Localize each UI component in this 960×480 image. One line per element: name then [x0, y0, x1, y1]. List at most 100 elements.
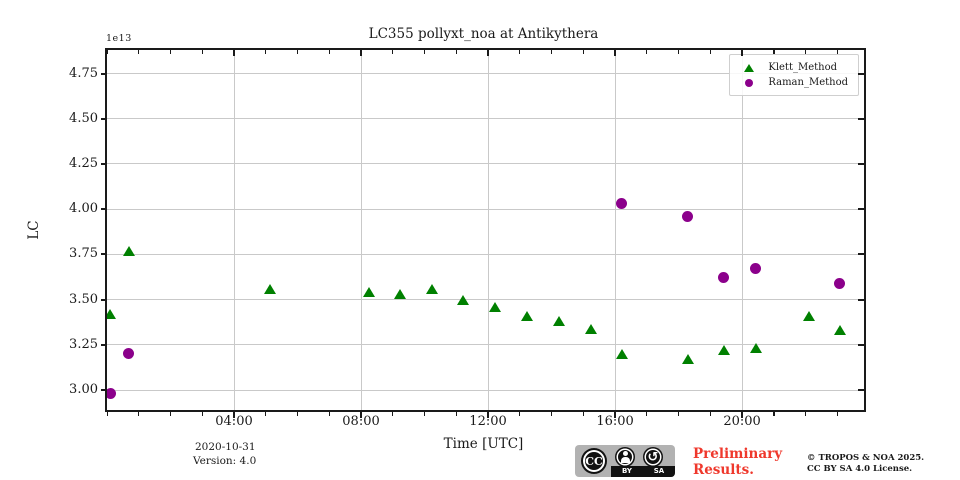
x-top-minor-tick — [138, 50, 140, 54]
x-top-minor-tick — [773, 50, 775, 54]
klett-marker — [803, 310, 816, 321]
raman-marker — [718, 272, 730, 284]
person-glyph — [620, 451, 630, 463]
x-major-tick — [360, 412, 363, 418]
y-major-tick — [101, 162, 107, 165]
x-minor-tick — [297, 412, 299, 416]
x-top-minor-tick — [201, 50, 203, 54]
legend-entry: Klett_Method — [738, 60, 848, 75]
x-top-minor-tick — [646, 50, 648, 54]
x-gridline — [487, 50, 489, 410]
raman-marker — [749, 263, 761, 275]
x-top-minor-tick — [551, 50, 553, 54]
klett-marker — [107, 309, 116, 320]
legend-marker-shape — [744, 63, 755, 72]
x-minor-tick — [170, 412, 172, 416]
x-tick-label: 16:00 — [596, 414, 634, 429]
x-tick-label: 20:00 — [723, 414, 761, 429]
klett-marker — [749, 343, 762, 354]
klett-marker — [717, 345, 730, 356]
x-minor-tick — [678, 412, 680, 416]
x-minor-tick — [805, 412, 807, 416]
badge-strip: BY SA — [611, 466, 675, 477]
raman-marker — [123, 348, 135, 360]
x-gridline — [741, 50, 743, 410]
cc-icon: CC — [581, 448, 607, 474]
y-gridline — [107, 118, 864, 120]
sa-label: SA — [653, 467, 665, 475]
x-top-minor-tick — [805, 50, 807, 54]
x-minor-tick — [519, 412, 521, 416]
x-top-tick — [741, 50, 744, 56]
by-person-icon — [615, 447, 635, 467]
date-text: 2020-10-31 — [195, 441, 256, 453]
x-gridline — [233, 50, 235, 410]
x-minor-tick — [551, 412, 553, 416]
x-top-minor-tick — [678, 50, 680, 54]
y-right-tick — [858, 253, 864, 256]
x-minor-tick — [201, 412, 203, 416]
klett-marker — [616, 348, 629, 359]
x-minor-tick — [836, 412, 838, 416]
legend-label: Klett_Method — [768, 62, 838, 73]
y-right-tick — [858, 343, 864, 346]
x-minor-tick — [392, 412, 394, 416]
klett-marker — [363, 287, 376, 298]
markers-layer — [107, 50, 864, 410]
y-right-tick — [858, 162, 864, 165]
x-gridline — [614, 50, 616, 410]
x-minor-tick — [455, 412, 457, 416]
klett-marker — [521, 310, 534, 321]
legend-entry: Raman_Method — [738, 75, 848, 90]
x-top-minor-tick — [328, 50, 330, 54]
y-major-tick — [101, 72, 107, 75]
y-gridline — [107, 208, 864, 210]
klett-marker — [122, 245, 135, 256]
legend-circle-icon — [738, 78, 760, 87]
x-major-tick — [614, 412, 617, 418]
y-right-tick — [858, 117, 864, 120]
x-top-tick — [487, 50, 490, 56]
y-tick-label: 3.00 — [69, 382, 98, 398]
y-tick-label: 4.25 — [69, 155, 98, 171]
y-gridline — [107, 299, 864, 301]
x-top-tick — [360, 50, 363, 56]
x-minor-tick — [424, 412, 426, 416]
chart-title: LC355 pollyxt_noa at Antikythera — [368, 26, 599, 42]
x-minor-tick — [582, 412, 584, 416]
klett-marker — [489, 301, 502, 312]
legend-label: Raman_Method — [768, 77, 848, 88]
x-top-minor-tick — [836, 50, 838, 54]
x-top-minor-tick — [265, 50, 267, 54]
klett-marker — [552, 316, 565, 327]
y-major-tick — [101, 389, 107, 392]
y-gridline — [107, 344, 864, 346]
y-right-tick — [858, 389, 864, 392]
x-major-tick — [487, 412, 490, 418]
klett-marker — [394, 289, 407, 300]
x-top-minor-tick — [455, 50, 457, 54]
y-major-tick — [101, 208, 107, 211]
y-major-tick — [101, 298, 107, 301]
raman-marker — [682, 210, 694, 222]
klett-marker — [584, 323, 597, 334]
y-tick-label: 4.50 — [69, 110, 98, 126]
klett-marker — [426, 283, 439, 294]
raman-marker — [107, 388, 116, 400]
plot-area: Klett_Method Raman_Method — [105, 48, 866, 412]
y-gridline — [107, 389, 864, 391]
y-tick-label: 4.75 — [69, 65, 98, 81]
preliminary-results-text: Preliminary Results. — [693, 446, 783, 478]
y-right-tick — [858, 208, 864, 211]
klett-marker — [456, 294, 469, 305]
by-label: BY — [621, 467, 633, 475]
y-gridline — [107, 73, 864, 75]
x-top-minor-tick — [297, 50, 299, 54]
klett-marker — [833, 325, 846, 336]
x-top-minor-tick — [424, 50, 426, 54]
legend-marker-shape — [745, 78, 754, 87]
legend-triangle-icon — [738, 63, 760, 72]
klett-marker — [263, 283, 276, 294]
x-top-minor-tick — [582, 50, 584, 54]
y-right-tick — [858, 72, 864, 75]
